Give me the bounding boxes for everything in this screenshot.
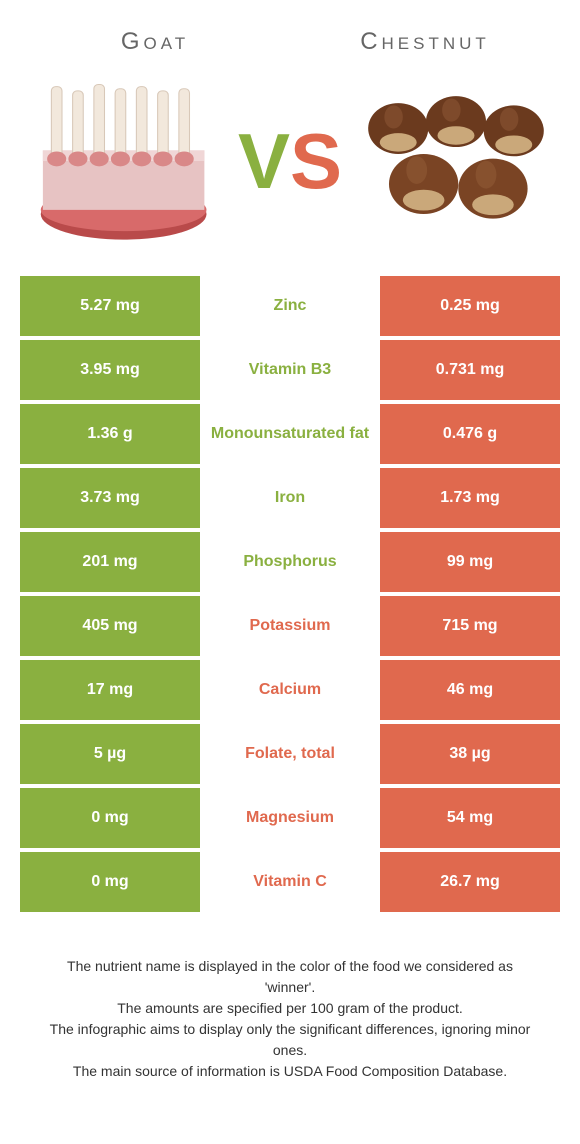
value-b: 1.73 mg	[380, 468, 560, 528]
nutrient-label: Monounsaturated fat	[200, 404, 380, 464]
vs-s: S	[290, 116, 342, 207]
value-b: 54 mg	[380, 788, 560, 848]
nutrient-label: Folate, total	[200, 724, 380, 784]
value-b: 0.25 mg	[380, 276, 560, 336]
value-a: 3.73 mg	[20, 468, 200, 528]
value-b: 715 mg	[380, 596, 560, 656]
vs-label: VS	[238, 116, 342, 207]
footer-line-3: The infographic aims to display only the…	[40, 1019, 540, 1061]
food-b-image	[352, 76, 560, 246]
nutrient-label: Vitamin B3	[200, 340, 380, 400]
chestnut-icon	[352, 80, 560, 242]
table-row: 1.36 gMonounsaturated fat0.476 g	[20, 404, 560, 464]
infographic-page: Goat Chestnut	[0, 0, 580, 1102]
footer-line-4: The main source of information is USDA F…	[40, 1061, 540, 1082]
value-b: 0.476 g	[380, 404, 560, 464]
nutrient-label: Zinc	[200, 276, 380, 336]
table-row: 3.95 mgVitamin B30.731 mg	[20, 340, 560, 400]
value-b: 26.7 mg	[380, 852, 560, 912]
footer-notes: The nutrient name is displayed in the co…	[20, 916, 560, 1082]
value-b: 99 mg	[380, 532, 560, 592]
food-a-title-cell: Goat	[20, 0, 290, 66]
hero-row: VS	[20, 66, 560, 276]
footer-line-2: The amounts are specified per 100 gram o…	[40, 998, 540, 1019]
food-b-title: Chestnut	[360, 28, 490, 55]
table-row: 5 µgFolate, total38 µg	[20, 724, 560, 784]
value-b: 0.731 mg	[380, 340, 560, 400]
value-a: 405 mg	[20, 596, 200, 656]
nutrient-label: Phosphorus	[200, 532, 380, 592]
table-row: 17 mgCalcium46 mg	[20, 660, 560, 720]
value-a: 0 mg	[20, 788, 200, 848]
value-a: 5.27 mg	[20, 276, 200, 336]
food-b-title-cell: Chestnut	[290, 0, 560, 66]
footer-line-1: The nutrient name is displayed in the co…	[40, 956, 540, 998]
table-row: 0 mgMagnesium54 mg	[20, 788, 560, 848]
table-row: 405 mgPotassium715 mg	[20, 596, 560, 656]
food-a-image	[20, 76, 228, 246]
value-b: 38 µg	[380, 724, 560, 784]
value-a: 5 µg	[20, 724, 200, 784]
nutrient-label: Iron	[200, 468, 380, 528]
value-b: 46 mg	[380, 660, 560, 720]
table-row: 0 mgVitamin C26.7 mg	[20, 852, 560, 912]
value-a: 3.95 mg	[20, 340, 200, 400]
nutrient-table: 5.27 mgZinc0.25 mg3.95 mgVitamin B30.731…	[20, 276, 560, 916]
goat-meat-icon	[28, 76, 219, 246]
nutrient-label: Magnesium	[200, 788, 380, 848]
food-a-title: Goat	[121, 28, 189, 55]
vs-v: V	[238, 116, 290, 207]
value-a: 0 mg	[20, 852, 200, 912]
nutrient-label: Calcium	[200, 660, 380, 720]
table-row: 3.73 mgIron1.73 mg	[20, 468, 560, 528]
table-row: 201 mgPhosphorus99 mg	[20, 532, 560, 592]
nutrient-label: Potassium	[200, 596, 380, 656]
value-a: 1.36 g	[20, 404, 200, 464]
value-a: 201 mg	[20, 532, 200, 592]
nutrient-label: Vitamin C	[200, 852, 380, 912]
value-a: 17 mg	[20, 660, 200, 720]
titles-row: Goat Chestnut	[20, 0, 560, 66]
table-row: 5.27 mgZinc0.25 mg	[20, 276, 560, 336]
